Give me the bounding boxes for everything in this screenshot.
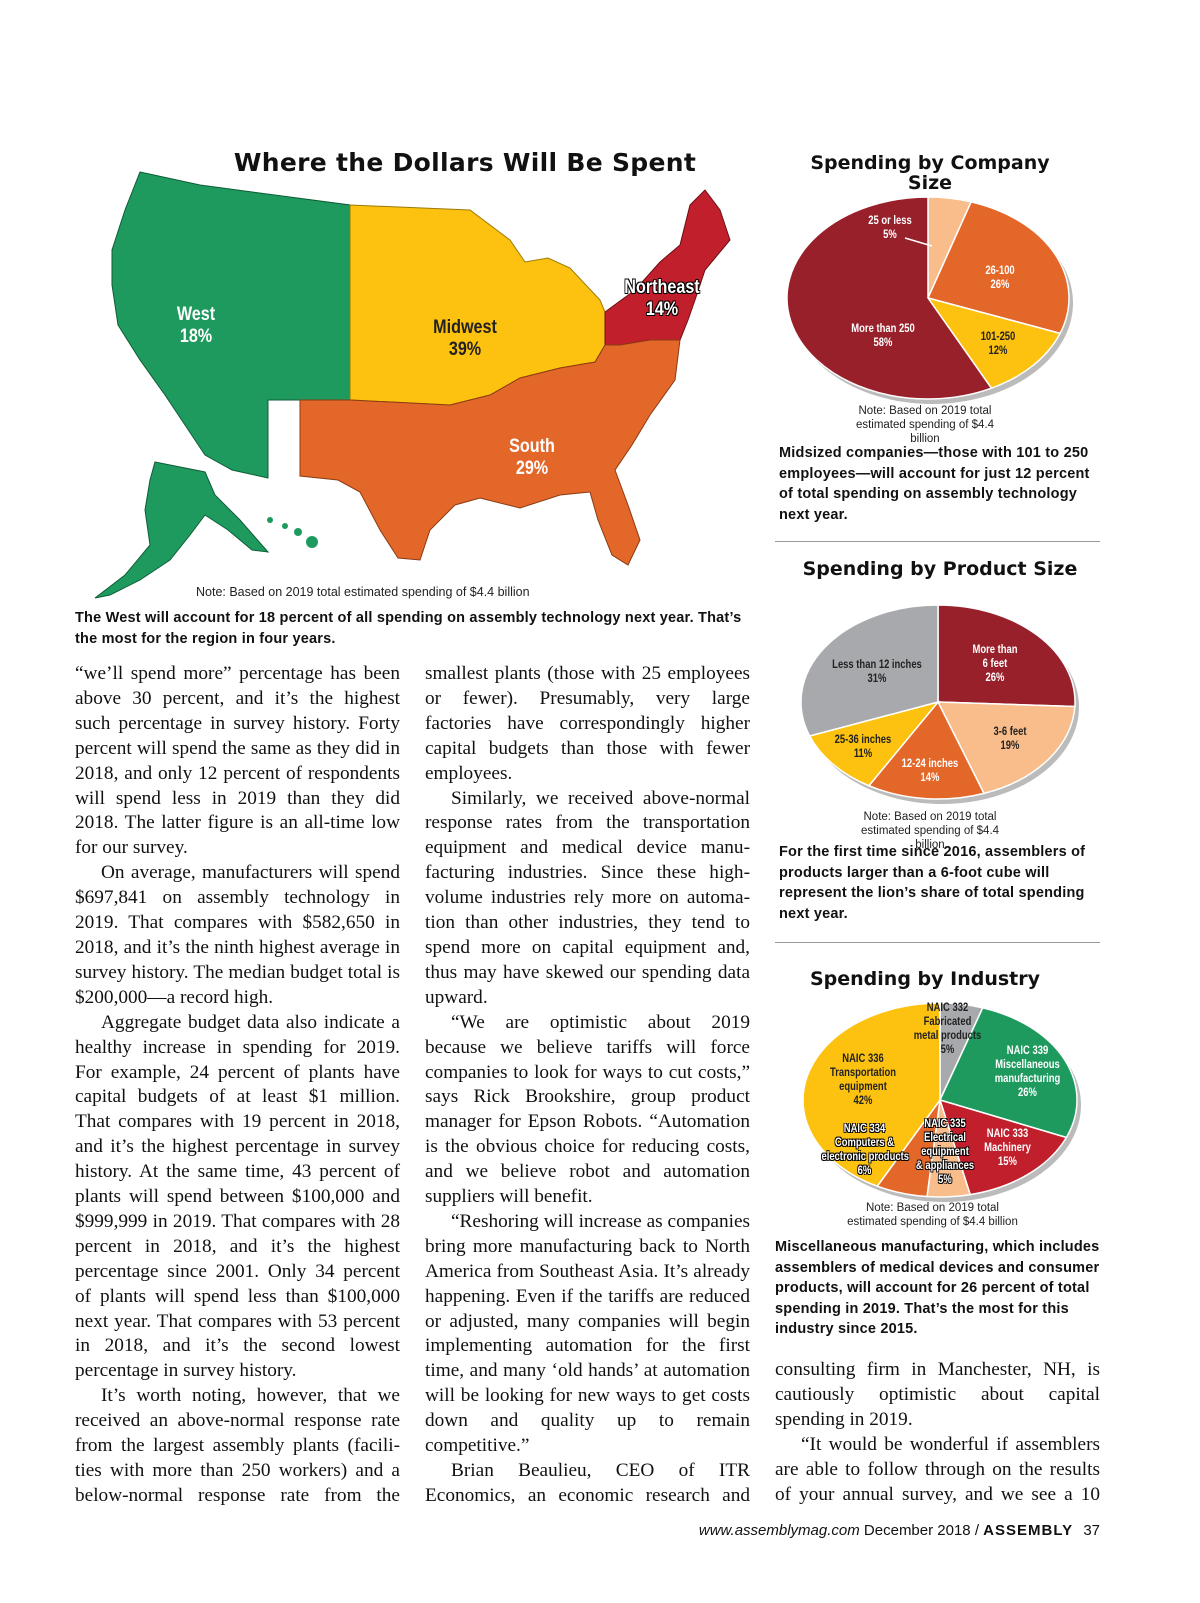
region-label-south: South 29% [509, 436, 555, 479]
product-size-title: Spending by Product Size [802, 558, 1078, 580]
pie-label: NAIC 333 Machinery 15% [984, 1128, 1031, 1168]
paragraph: consulting firm in Manchester, NH, is ca… [775, 1359, 1100, 1430]
paragraph: “We are optimistic about 2019 because we… [425, 1011, 750, 1208]
pie-label: NAIC 334 Computers & electronic products 6% [821, 1123, 909, 1177]
industry-pie [802, 1002, 1081, 1202]
pie-slice [802, 1002, 941, 1188]
paragraph: “we’ll spend more” percentage has been a… [75, 663, 400, 859]
pie-label: 12-24 inches 14% [901, 758, 959, 784]
paragraph: Similarly, we received above-normal resp… [425, 787, 750, 1008]
industry-title: Spending by Industry [809, 968, 1041, 990]
article-column-1: “we’ll spend more” percentage has been a… [75, 662, 400, 1509]
divider [775, 942, 1100, 943]
article-column-3: consulting firm in Manchester, NH, is ca… [775, 1358, 1100, 1507]
paragraph: It’s worth noting, however, that we rece… [75, 1385, 400, 1506]
pie-slice [938, 1098, 1068, 1196]
company-size-pie [786, 196, 1073, 404]
paragraph: On average, manufacturers will spend $69… [75, 862, 400, 1008]
product-size-pie [800, 604, 1079, 804]
paragraph: smallest plants (those with 25 employ­ee… [425, 663, 750, 784]
map-hawaii [267, 517, 318, 548]
region-label-west: West 18% [176, 304, 216, 347]
paragraph: “Reshoring will increase as compa­nies b… [425, 1210, 750, 1457]
pie-label: 26-100 26% [985, 265, 1015, 291]
map-region-alaska [94, 461, 270, 599]
pie-slice [926, 200, 1070, 335]
paragraph: “It would be wonderful if assemblers are… [775, 1433, 1100, 1505]
footer-url[interactable]: www.assemblymag.com [698, 1522, 860, 1539]
footer-magazine: ASSEMBLY [983, 1522, 1074, 1539]
page-footer: www.assemblymag.com December 2018 / ASSE… [699, 1522, 1100, 1539]
pie-slice [937, 604, 1076, 708]
article-column-2: smallest plants (those with 25 employ­ee… [425, 662, 750, 1509]
pie-label: 101-250 12% [980, 331, 1016, 357]
map-title: Where the Dollars Will Be Spent [233, 148, 697, 177]
footer-issue: December 2018 / [863, 1522, 979, 1539]
us-map [94, 171, 731, 599]
pie-label: Less than 12 inches 31% [832, 659, 922, 685]
pie-label: More than [972, 644, 1018, 656]
pie-label: 25-36 inches 11% [834, 734, 892, 760]
pie-slice [926, 296, 1062, 390]
paragraph: Aggregate budget data also indicate a he… [75, 1011, 400, 1382]
pie-slice [800, 604, 939, 737]
page-number: 37 [1083, 1522, 1100, 1539]
company-size-caption: Midsized companies—those with 101 to 250… [779, 445, 1090, 523]
map-caption: The West will account for 18 percent of … [75, 610, 742, 647]
pie-label: NAIC 332 Fabricated metal products 5% [913, 1002, 982, 1056]
pie-slice [867, 700, 986, 800]
pie-label: 25 or less 5% [868, 215, 912, 241]
pie-slice [938, 1006, 1078, 1139]
product-size-note: Note: Based on 2019 total estimated spen… [860, 811, 1000, 851]
pie-label: NAIC 336 Transportation equipment 42% [829, 1053, 897, 1107]
pie-slice [936, 701, 1076, 795]
pie-label: 3-6 feet 19% [993, 726, 1027, 752]
paragraph: Brian Beaulieu, CEO of ITR Economics, an… [425, 1460, 750, 1506]
pie-label: NAIC 339 Miscellaneous manufacturing 26% [994, 1045, 1061, 1099]
divider [775, 541, 1100, 542]
industry-caption: Miscellaneous manufacturing, which inclu… [775, 1239, 1100, 1337]
pie-slice [786, 196, 993, 400]
product-size-caption: For the first time since 2016, assembler… [779, 844, 1086, 922]
company-size-title: Spending by Company Size [810, 152, 1050, 194]
pie-label: 6 feet 26% [982, 658, 1008, 684]
pie-label: More than 250 58% [851, 323, 915, 349]
company-size-note: Note: Based on 2019 total estimated spen… [855, 405, 995, 445]
map-note: Note: Based on 2019 total estimated spen… [196, 585, 530, 599]
industry-note: Note: Based on 2019 total estimated spen… [847, 1202, 1018, 1228]
pie-label: NAIC 335 Electrical equipment & appliances 5… [915, 1118, 975, 1186]
arrow-icon [904, 237, 933, 247]
map-region-northeast [604, 189, 731, 346]
pie-slice [808, 700, 941, 787]
map-region-south [299, 339, 681, 566]
region-label-northeast: Northeast 14% [624, 277, 700, 320]
region-label-midwest: Midwest 39% [433, 317, 497, 360]
